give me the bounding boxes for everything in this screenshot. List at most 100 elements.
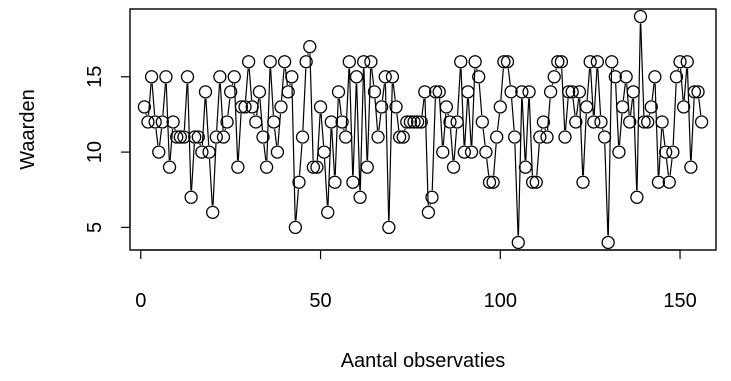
data-point <box>626 85 640 99</box>
data-point <box>238 100 252 114</box>
series-segment <box>295 189 300 221</box>
data-point <box>605 55 619 69</box>
series-segment <box>572 98 576 116</box>
data-point <box>482 175 497 189</box>
series-segment <box>158 128 163 146</box>
data-point <box>184 190 198 204</box>
data-point <box>590 55 605 69</box>
data-point <box>461 85 475 99</box>
data-point <box>224 85 238 99</box>
data-point <box>659 145 673 159</box>
series-segment <box>396 113 400 131</box>
data-point <box>180 70 195 84</box>
series-segment <box>266 68 271 161</box>
series-segment <box>263 143 267 161</box>
series-segment <box>514 144 519 236</box>
data-point <box>414 115 428 129</box>
y-tick-label: 10 <box>84 141 106 163</box>
data-point <box>170 130 184 144</box>
data-point <box>346 175 360 189</box>
series-segment <box>672 83 677 146</box>
series-segment <box>151 83 156 116</box>
data-point <box>357 55 371 69</box>
series-segment <box>302 68 307 131</box>
data-point <box>198 85 213 99</box>
data-point <box>522 85 536 99</box>
series-segment <box>291 83 296 221</box>
data-point <box>159 70 173 84</box>
data-point <box>349 70 364 84</box>
data-point <box>472 70 486 84</box>
data-point <box>231 160 245 174</box>
series-segment <box>381 83 386 101</box>
series-segment <box>327 128 332 206</box>
data-point <box>594 115 608 129</box>
data-point <box>579 100 594 114</box>
data-point <box>328 175 342 189</box>
x-axis: 0 50 100 150 <box>135 249 697 312</box>
series-segment <box>604 144 609 236</box>
data-point <box>421 205 436 219</box>
data-point <box>691 85 705 99</box>
data-point <box>256 130 270 144</box>
data-point <box>389 100 403 114</box>
data-point <box>651 175 666 189</box>
data-point <box>407 115 421 129</box>
data-point <box>684 160 698 174</box>
data-point <box>173 130 187 144</box>
data-point <box>425 190 439 204</box>
series-segment <box>338 98 342 116</box>
y-axis: 5 10 15 <box>84 66 131 233</box>
data-point <box>148 115 162 129</box>
data-point <box>479 145 493 159</box>
data-point <box>141 115 155 129</box>
data-point <box>540 130 554 144</box>
series-segment <box>270 68 274 116</box>
series-segment <box>586 68 591 100</box>
data-point <box>694 115 709 129</box>
series-segment <box>511 98 515 131</box>
series-segment <box>669 158 673 176</box>
series-segment <box>636 23 641 191</box>
data-point <box>615 100 630 114</box>
data-point <box>576 175 590 189</box>
series-segment <box>352 83 357 176</box>
series-segment <box>227 98 231 116</box>
data-point <box>277 55 292 69</box>
data-point <box>641 115 655 129</box>
series-segment <box>456 68 461 116</box>
data-point <box>342 55 356 69</box>
series-segment <box>536 143 540 176</box>
series-segment <box>561 68 566 131</box>
series-segment <box>208 159 213 206</box>
series-segment <box>392 83 396 101</box>
data-point <box>486 175 500 189</box>
data-point <box>353 190 367 204</box>
series-segment <box>460 68 465 146</box>
data-point <box>321 205 335 219</box>
data-point <box>529 175 543 189</box>
series-segment <box>593 68 598 116</box>
x-axis-title: Aantal observaties <box>341 350 506 372</box>
data-point <box>252 85 267 99</box>
series-segment <box>259 98 264 131</box>
series-segment <box>424 98 429 206</box>
data-point <box>587 115 601 129</box>
data-point <box>274 100 288 114</box>
series-segment <box>525 98 530 161</box>
series-segment <box>331 128 336 176</box>
series-segment <box>482 128 486 146</box>
series-segment <box>683 68 688 100</box>
series-segment <box>690 98 695 161</box>
data-point <box>400 115 414 129</box>
data-point <box>285 70 299 84</box>
data-point <box>500 55 515 69</box>
series-segment <box>162 83 166 116</box>
series-segment <box>662 128 666 146</box>
series-segment <box>618 113 623 146</box>
data-point <box>364 55 378 69</box>
series-segment <box>597 68 602 116</box>
data-point <box>227 70 241 84</box>
y-tick-label: 5 <box>84 222 106 233</box>
